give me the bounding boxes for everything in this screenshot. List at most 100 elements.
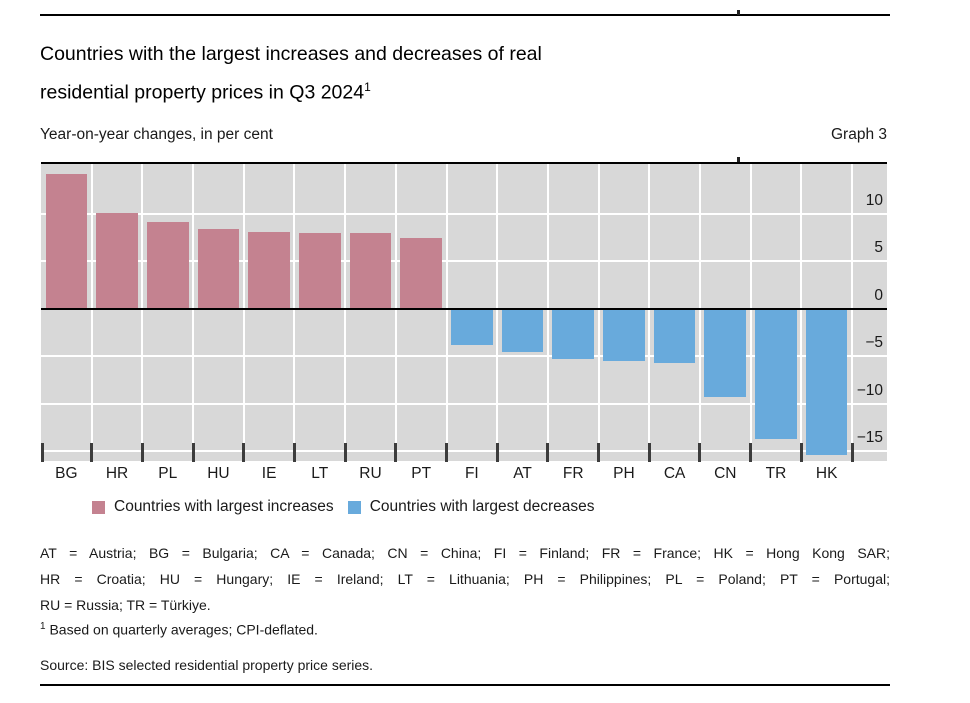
bar-PT bbox=[400, 238, 442, 309]
x-gridline bbox=[445, 164, 448, 461]
decrease-swatch-icon bbox=[347, 500, 361, 514]
bar-PL bbox=[146, 222, 189, 309]
plot-top-tick-mark bbox=[737, 157, 740, 162]
x-label-RU: RU bbox=[359, 465, 382, 482]
x-gridline bbox=[293, 164, 296, 461]
bar-CN bbox=[704, 308, 747, 398]
x-gridline bbox=[141, 164, 144, 461]
x-gridline bbox=[192, 164, 195, 461]
x-gridline bbox=[851, 164, 853, 461]
y-gridline bbox=[41, 355, 887, 358]
x-tick bbox=[647, 443, 651, 462]
x-label-CA: CA bbox=[663, 465, 686, 482]
subtitle-row: Year-on-year changes, in per cent Graph … bbox=[40, 126, 887, 144]
x-tick bbox=[292, 443, 296, 462]
page-title: Countries with the largest increases and… bbox=[40, 38, 542, 110]
plot-area: 10 5 0 −5 −10 −15 bbox=[41, 162, 887, 462]
y-tick-label: −15 bbox=[856, 429, 883, 447]
x-gridline bbox=[749, 164, 752, 461]
source-line: Source: BIS selected residential propert… bbox=[40, 657, 374, 673]
graph-number-label: Graph 3 bbox=[830, 126, 887, 143]
x-tick bbox=[394, 443, 398, 462]
bar-chart: 10 5 0 −5 −10 −15 BG HR PL HU IE LT RU PT FI AT FR PH CA C… bbox=[41, 162, 887, 487]
x-gridline bbox=[648, 164, 651, 461]
legend-item-increases: Countries with largest increases bbox=[92, 498, 334, 516]
bar-HR bbox=[96, 212, 138, 309]
x-tick bbox=[597, 443, 601, 462]
bar-AT bbox=[501, 308, 544, 352]
x-label-TR: TR bbox=[765, 465, 787, 482]
x-tick bbox=[41, 443, 44, 462]
bar-CA bbox=[653, 308, 696, 363]
country-key-line: HR = Croatia; HU = Hungary; IE = Ireland… bbox=[40, 571, 890, 587]
x-label-PH: PH bbox=[613, 465, 635, 482]
country-key: AT = Austria; BG = Bulgaria; CA = Canada… bbox=[40, 540, 890, 618]
y-tick-label: −10 bbox=[856, 381, 883, 399]
x-tick bbox=[445, 443, 448, 462]
x-tick bbox=[850, 443, 854, 462]
x-label-AT: AT bbox=[513, 465, 532, 482]
zero-line bbox=[41, 307, 887, 310]
y-tick-label: 5 bbox=[874, 239, 883, 257]
top-rule-tick-mark bbox=[737, 10, 740, 15]
title-footnote-marker: 1 bbox=[364, 80, 371, 94]
y-tick-label: 0 bbox=[874, 286, 883, 304]
footnote-marker: 1 bbox=[40, 621, 46, 632]
bar-HU bbox=[197, 228, 240, 309]
x-label-PT: PT bbox=[411, 465, 432, 482]
axis-units-label: Year-on-year changes, in per cent bbox=[40, 126, 273, 143]
x-tick bbox=[799, 443, 803, 462]
country-key-line: AT = Austria; BG = Bulgaria; CA = Canada… bbox=[40, 545, 890, 561]
y-tick-label: −5 bbox=[865, 334, 883, 352]
increase-swatch-icon bbox=[92, 500, 105, 514]
legend-label-increases: Countries with largest increases bbox=[114, 498, 334, 515]
bar-RU bbox=[349, 232, 392, 309]
legend-item-decreases: Countries with largest decreases bbox=[347, 498, 595, 516]
bar-IE bbox=[248, 231, 290, 309]
chart-legend: Countries with largest increases Countri… bbox=[92, 498, 595, 516]
x-label-HU: HU bbox=[207, 465, 230, 482]
x-label-BG: BG bbox=[55, 465, 78, 482]
bar-FR bbox=[552, 308, 595, 360]
legend-label-decreases: Countries with largest decreases bbox=[369, 498, 595, 515]
footnote: 1 Based on quarterly averages; CPI-defla… bbox=[40, 621, 890, 638]
x-tick bbox=[343, 443, 347, 462]
bar-FI bbox=[451, 308, 493, 345]
x-tick bbox=[698, 443, 702, 462]
x-gridline bbox=[546, 164, 549, 461]
y-tick-label: 10 bbox=[865, 191, 883, 209]
x-tick bbox=[546, 443, 550, 462]
x-gridline bbox=[597, 164, 600, 461]
y-gridline bbox=[41, 450, 887, 453]
x-gridline bbox=[242, 164, 245, 461]
y-gridline bbox=[41, 260, 887, 263]
x-label-PL: PL bbox=[158, 465, 178, 482]
bar-HK bbox=[805, 308, 848, 456]
y-gridline bbox=[41, 402, 887, 405]
x-gridline bbox=[344, 164, 347, 461]
top-rule bbox=[40, 14, 890, 16]
x-gridline bbox=[800, 164, 803, 461]
x-label-FI: FI bbox=[464, 465, 479, 482]
bar-BG bbox=[45, 174, 88, 309]
x-tick bbox=[140, 443, 144, 462]
x-tick bbox=[495, 443, 499, 462]
bar-TR bbox=[755, 308, 797, 440]
x-label-CN: CN bbox=[714, 465, 737, 482]
x-tick bbox=[191, 443, 195, 462]
x-gridline bbox=[394, 164, 397, 461]
bar-PH bbox=[603, 308, 645, 362]
x-label-IE: IE bbox=[261, 465, 277, 482]
x-gridline bbox=[698, 164, 701, 461]
x-label-LT: LT bbox=[311, 465, 329, 482]
x-tick bbox=[242, 443, 246, 462]
x-label-FR: FR bbox=[562, 465, 584, 482]
bottom-rule bbox=[40, 684, 890, 686]
title-line2: residential property prices in Q3 2024 bbox=[40, 81, 365, 104]
x-label-HR: HR bbox=[105, 465, 129, 482]
x-axis-labels: BG HR PL HU IE LT RU PT FI AT FR PH CA CN TR HK bbox=[41, 465, 852, 487]
country-key-line: RU = Russia; TR = Türkiye. bbox=[40, 597, 211, 613]
y-gridline bbox=[41, 212, 887, 215]
x-tick bbox=[90, 443, 94, 462]
